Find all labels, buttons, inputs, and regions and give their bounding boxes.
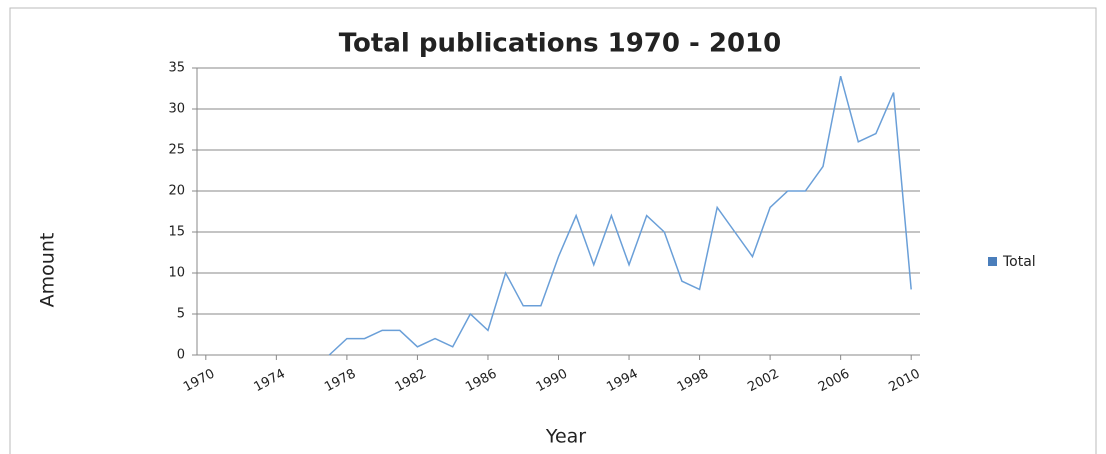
chart-border [9, 7, 1097, 454]
x-tick-label: 1970 [181, 366, 217, 395]
x-tick-label: 2006 [816, 366, 852, 395]
y-tick-label: 10 [168, 266, 185, 281]
x-tick-label: 1978 [322, 366, 358, 395]
x-tick-label: 2002 [745, 366, 781, 395]
legend-swatch [988, 257, 997, 266]
chart-title: Total publications 1970 - 2010 [339, 29, 781, 59]
x-tick-label: 1974 [252, 366, 288, 395]
y-tick-label: 30 [168, 102, 185, 117]
y-tick-label: 15 [168, 225, 185, 240]
x-axis-label: Year [545, 426, 586, 448]
data-line [328, 76, 912, 356]
legend-label: Total [1002, 254, 1036, 270]
x-tick-label: 1998 [675, 366, 711, 395]
x-tick-label: 1994 [604, 366, 640, 395]
y-axis-label: Amount [37, 233, 59, 308]
y-tick-label: 20 [168, 184, 185, 199]
y-tick-label: 0 [177, 348, 185, 363]
x-tick-label: 1982 [393, 366, 429, 395]
y-tick-label: 35 [168, 61, 185, 76]
x-tick-label: 1990 [534, 366, 570, 395]
x-tick-label: 1986 [463, 366, 499, 395]
x-tick-label: 2010 [886, 366, 922, 395]
y-tick-label: 25 [168, 143, 185, 158]
y-tick-label: 5 [177, 307, 185, 322]
